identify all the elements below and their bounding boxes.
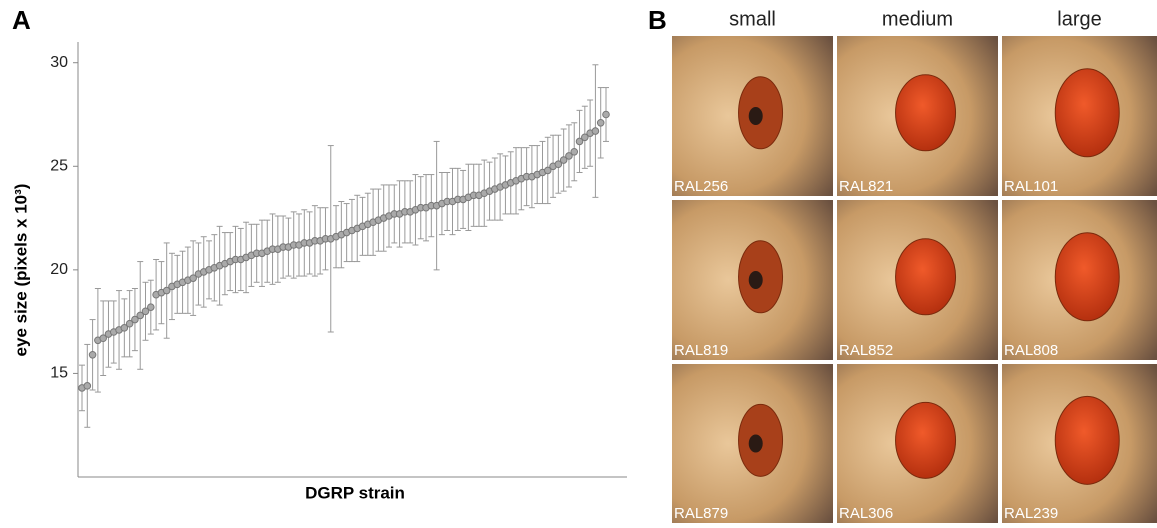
panel-label: A — [12, 5, 31, 35]
point — [131, 315, 139, 324]
y-tick-label: 15 — [50, 365, 68, 382]
point — [565, 152, 573, 160]
eye — [1054, 395, 1120, 485]
panel-label: B — [648, 5, 667, 35]
y-tick-label: 30 — [50, 54, 68, 71]
strain-label: RAL819 — [674, 342, 728, 359]
column-header: small — [729, 8, 776, 30]
point — [570, 147, 579, 156]
eye — [895, 401, 957, 479]
strain-label: RAL101 — [1004, 178, 1058, 195]
point — [99, 334, 107, 343]
strain-label: RAL256 — [674, 178, 728, 195]
point — [162, 286, 171, 295]
strain-label: RAL879 — [674, 505, 728, 522]
x-axis-label: DGRP strain — [305, 483, 405, 502]
point — [136, 311, 145, 320]
point — [83, 382, 92, 390]
eye-spot — [748, 107, 763, 125]
strain-label: RAL852 — [839, 342, 893, 359]
eye — [1054, 68, 1120, 158]
eye — [895, 238, 957, 316]
eye — [895, 74, 957, 152]
strain-label: RAL306 — [839, 505, 893, 522]
y-tick-label: 20 — [50, 261, 68, 278]
point — [125, 319, 134, 328]
column-header: large — [1057, 8, 1101, 30]
point — [602, 110, 610, 119]
point — [141, 307, 150, 316]
point — [120, 324, 129, 332]
y-tick-label: 25 — [50, 158, 68, 175]
point — [554, 160, 563, 169]
point — [543, 166, 552, 175]
point — [575, 137, 584, 146]
strain-label: RAL821 — [839, 178, 893, 195]
point — [581, 133, 589, 142]
strain-label: RAL239 — [1004, 505, 1058, 522]
point — [596, 118, 605, 127]
point — [591, 127, 600, 135]
eye — [1054, 232, 1120, 322]
y-axis-label: eye size (pixels x 10³) — [11, 184, 30, 357]
eye-spot — [748, 434, 763, 453]
point — [559, 156, 568, 164]
eye-spot — [748, 271, 763, 289]
point — [88, 350, 97, 359]
point — [147, 303, 155, 311]
point — [189, 274, 197, 282]
column-header: medium — [882, 8, 953, 30]
strain-label: RAL808 — [1004, 342, 1058, 359]
